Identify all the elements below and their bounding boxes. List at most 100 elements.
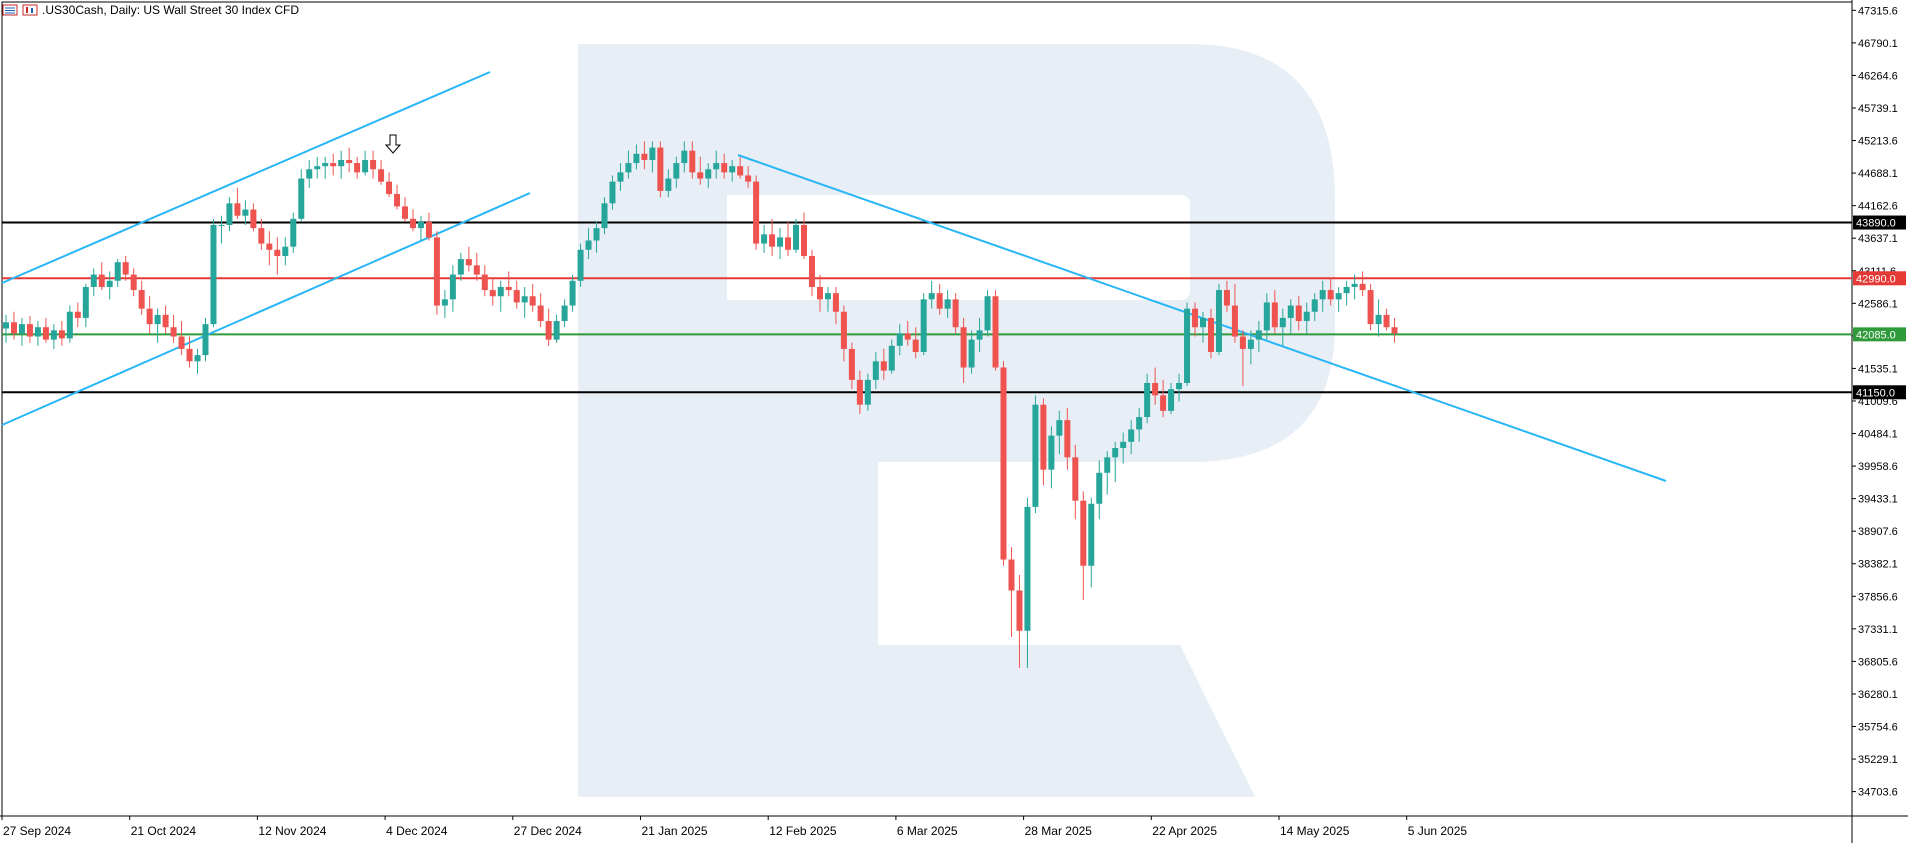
candle-body [66, 311, 73, 339]
candle-body [370, 159, 377, 170]
candle-body [74, 311, 81, 318]
candle [178, 321, 185, 356]
chart-title: .US30Cash, Daily: US Wall Street 30 Inde… [42, 3, 299, 17]
watermark-logo [578, 44, 1335, 797]
candle [505, 271, 512, 297]
candle-body [473, 265, 480, 275]
candle [457, 252, 464, 281]
candle-body [1064, 420, 1071, 458]
candle-body [593, 228, 600, 241]
candle-body [840, 311, 847, 349]
candle-body [1096, 472, 1103, 504]
y-tick-label: 38907.6 [1858, 526, 1898, 538]
candle [896, 324, 903, 356]
level-price-label: 42085.0 [1856, 329, 1896, 341]
candle-body [976, 330, 983, 340]
candle-body [1383, 314, 1390, 328]
candle-body [362, 159, 369, 173]
candle [753, 175, 760, 250]
candle-body [34, 327, 41, 337]
candle-body [178, 336, 185, 349]
candle-body [864, 379, 871, 405]
candle-body [138, 290, 145, 309]
price-axis[interactable]: 47315.6 46790.1 46264.6 45739.1 45213.6 44688… [1852, 5, 1906, 799]
candle-body [10, 322, 17, 334]
candle-body [457, 259, 464, 275]
candle [338, 150, 345, 179]
candle [681, 141, 688, 173]
candle [697, 156, 704, 185]
candle [50, 324, 57, 349]
candle-body [1072, 457, 1079, 501]
candle [497, 280, 504, 312]
candle-body [226, 203, 233, 226]
candle [1359, 271, 1366, 297]
candle [801, 212, 807, 260]
candle [82, 283, 89, 328]
candle-body [1160, 395, 1167, 411]
x-tick-label: 27 Sep 2024 [3, 824, 71, 838]
candle-body [1104, 457, 1111, 473]
y-tick-label: 38382.1 [1858, 559, 1898, 571]
chart-candles-icon[interactable] [22, 4, 38, 16]
y-tick-label: 45213.6 [1858, 136, 1898, 148]
candle-body [625, 163, 632, 173]
candle-body [824, 293, 831, 300]
x-tick-label: 5 Jun 2025 [1408, 824, 1468, 838]
candle-body [290, 218, 297, 247]
candle-body [808, 255, 815, 287]
candle [441, 290, 448, 318]
candle [689, 141, 696, 179]
uptrend-channel-top[interactable] [1, 71, 491, 284]
candle-body [394, 194, 401, 207]
candle [489, 277, 496, 306]
y-tick-label: 44162.6 [1858, 201, 1898, 213]
candle [1343, 280, 1350, 306]
candle-body [1287, 305, 1294, 318]
candle [274, 237, 281, 275]
candle-body [481, 274, 488, 291]
candle [561, 299, 568, 328]
time-axis[interactable]: 27 Sep 2024 21 Oct 2024 12 Nov 2024 4 Dec 2… [0, 815, 1908, 838]
candle-body [1080, 500, 1087, 566]
candle-body [896, 333, 903, 346]
candle-body [1040, 404, 1047, 470]
candle-body [561, 305, 568, 322]
x-tick-label: 22 Apr 2025 [1152, 824, 1217, 838]
y-tick-label: 42586.1 [1858, 298, 1898, 310]
candle-body [1120, 441, 1127, 449]
candle [537, 293, 544, 328]
candle-body [90, 274, 97, 287]
chart-grid-icon[interactable] [2, 4, 18, 16]
candle [848, 342, 855, 390]
horizontal-levels[interactable] [2, 221, 1852, 394]
candle-body [968, 339, 975, 368]
candle [1215, 283, 1222, 356]
candle-body [322, 163, 329, 167]
candle-body [601, 203, 608, 229]
candle-body [1343, 286, 1350, 294]
candle-body [1016, 590, 1023, 631]
candle-body [681, 150, 688, 164]
candle-body [816, 286, 823, 300]
candle [793, 218, 800, 253]
candle-body [378, 169, 385, 182]
candle-body [1279, 317, 1286, 328]
candle-body [314, 166, 321, 170]
candle [777, 228, 784, 260]
uptrend-channel-bottom[interactable] [1, 192, 531, 426]
candle [816, 274, 823, 312]
candle-body [1176, 382, 1183, 390]
candle-body [202, 324, 209, 356]
candle-body [529, 296, 536, 306]
y-tick-label: 47315.6 [1858, 5, 1898, 17]
level-price-label: 42990.0 [1856, 273, 1896, 285]
x-tick-label: 12 Nov 2024 [258, 824, 326, 838]
candle-body [154, 314, 161, 325]
candle-body [402, 206, 408, 219]
candle [856, 370, 863, 414]
candle [529, 283, 536, 312]
candle-body [330, 163, 337, 167]
candle [481, 265, 488, 297]
